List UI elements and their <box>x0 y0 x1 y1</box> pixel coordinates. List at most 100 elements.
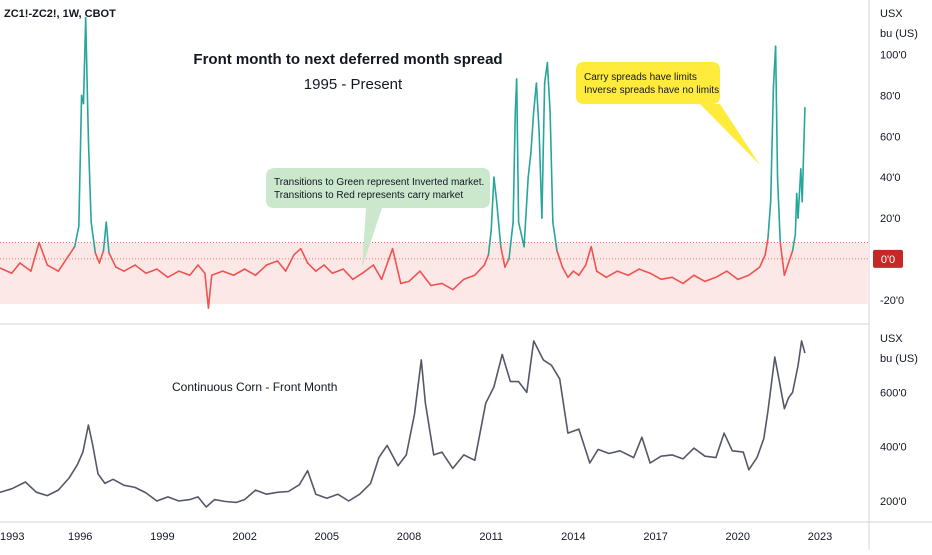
x-tick-label: 1996 <box>68 531 92 543</box>
spread-segment <box>98 249 105 264</box>
spread-segment <box>57 254 71 272</box>
spread-segment <box>197 264 206 275</box>
spread-segment <box>584 245 593 266</box>
spread-segment <box>517 221 525 248</box>
y-tick-label: 400'0 <box>880 442 907 454</box>
spread-segment <box>361 264 375 275</box>
y-tick-label: 60'0 <box>880 131 900 143</box>
x-tick-label: 2008 <box>397 531 421 543</box>
spread-segment <box>134 264 147 275</box>
corn-series <box>0 340 806 508</box>
spread-segment <box>638 268 651 275</box>
spread-segment <box>46 264 60 272</box>
spread-segment <box>315 264 325 272</box>
spread-segment <box>473 264 486 277</box>
spread-segment <box>736 274 750 281</box>
spread-segment <box>546 61 551 113</box>
spread-segment <box>73 225 80 248</box>
spread-segment <box>649 272 662 281</box>
spread-segment <box>779 241 786 277</box>
spread-segment <box>207 274 213 309</box>
spread-segment <box>10 262 21 275</box>
y-axis-bottom-ticks: 200'0 400'0 600'0 <box>880 387 907 508</box>
spread-segment <box>605 270 619 279</box>
x-tick-label: 2005 <box>315 531 339 543</box>
spread-segment <box>380 247 394 281</box>
spread-segment <box>726 270 739 281</box>
spread-segment <box>123 264 136 272</box>
spread-segment <box>265 260 279 266</box>
y-tick-label: 40'0 <box>880 172 900 184</box>
spread-segment <box>791 233 797 252</box>
y-tick-label: 20'0 <box>880 213 900 225</box>
y-tick-label: 600'0 <box>880 387 907 399</box>
last-value-label: 0'0 <box>881 254 895 266</box>
spread-segment <box>769 86 775 203</box>
spread-segment <box>105 221 110 254</box>
spread-segment <box>774 45 779 178</box>
spread-segment <box>682 274 695 285</box>
spread-segment <box>572 270 580 277</box>
spread-segment <box>331 268 345 275</box>
yellow-note-line-2: Inverse spreads have no limits <box>584 85 719 96</box>
spread-segment <box>19 262 32 272</box>
spread-segment <box>487 229 493 256</box>
spread-segment <box>284 254 295 272</box>
spread-segment <box>535 82 540 133</box>
bottom-axis-unit-sub: bu (US) <box>880 353 918 365</box>
spread-segment <box>715 270 728 279</box>
y-tick-label: 200'0 <box>880 496 907 508</box>
green-note-line-1: Transitions to Green represent Inverted … <box>274 177 484 188</box>
spread-segment <box>578 264 587 277</box>
spread-segment <box>342 268 354 281</box>
x-tick-label: 2014 <box>561 531 585 543</box>
x-tick-label: 2023 <box>808 531 832 543</box>
spread-segment <box>102 221 108 252</box>
y-axis-top-ticks: -20'0 20'0 40'0 60'0 80'0 100'0 <box>880 50 907 307</box>
bottom-axis-unit: USX <box>880 333 903 345</box>
spread-segment <box>323 264 334 275</box>
spread-segment <box>372 264 383 281</box>
bottom-chart-title: Continuous Corn - Front Month <box>172 380 337 394</box>
spread-segment <box>783 262 790 277</box>
spread-segment <box>306 262 317 272</box>
spread-segment <box>115 266 125 272</box>
spread-segment <box>254 264 268 277</box>
spread-segment <box>549 110 554 223</box>
carry-zone-band <box>0 242 869 304</box>
spread-segment <box>38 241 49 266</box>
spread-segment <box>747 266 761 277</box>
spread-segment <box>293 247 302 256</box>
spread-segment <box>495 200 502 248</box>
spread-segment <box>671 276 684 285</box>
spread-segment <box>84 16 90 142</box>
spread-segment <box>452 278 465 291</box>
spread-segment <box>87 139 92 223</box>
spread-segment <box>299 247 309 264</box>
x-tick-label: 2002 <box>232 531 256 543</box>
spread-segment <box>787 249 794 264</box>
spread-segment <box>178 270 191 277</box>
spread-segment <box>189 264 199 277</box>
spread-segment <box>145 268 158 275</box>
x-tick-label: 2020 <box>726 531 750 543</box>
spread-segment <box>530 110 535 154</box>
spread-segment <box>504 258 510 268</box>
spread-segment <box>523 176 529 248</box>
symbol-label[interactable]: ZC1!-ZC2!, 1W, CBOT <box>4 8 116 20</box>
spread-segment <box>243 268 257 277</box>
spread-segment <box>776 176 782 244</box>
spread-segment <box>490 176 495 232</box>
green-note-callout: Transitions to Green represent Inverted … <box>266 168 490 268</box>
spread-segment <box>204 272 210 309</box>
spread-segment <box>408 270 421 283</box>
spread-segment <box>430 282 443 287</box>
y-tick-label: 100'0 <box>880 50 907 62</box>
x-axis-ticks: 1993 1996 1999 2002 2005 2008 2011 2014 2017 2020… <box>0 531 832 543</box>
spread-segment <box>764 237 769 256</box>
spread-segment <box>561 266 569 279</box>
spread-segment <box>276 260 287 272</box>
spread-segment <box>801 106 806 203</box>
